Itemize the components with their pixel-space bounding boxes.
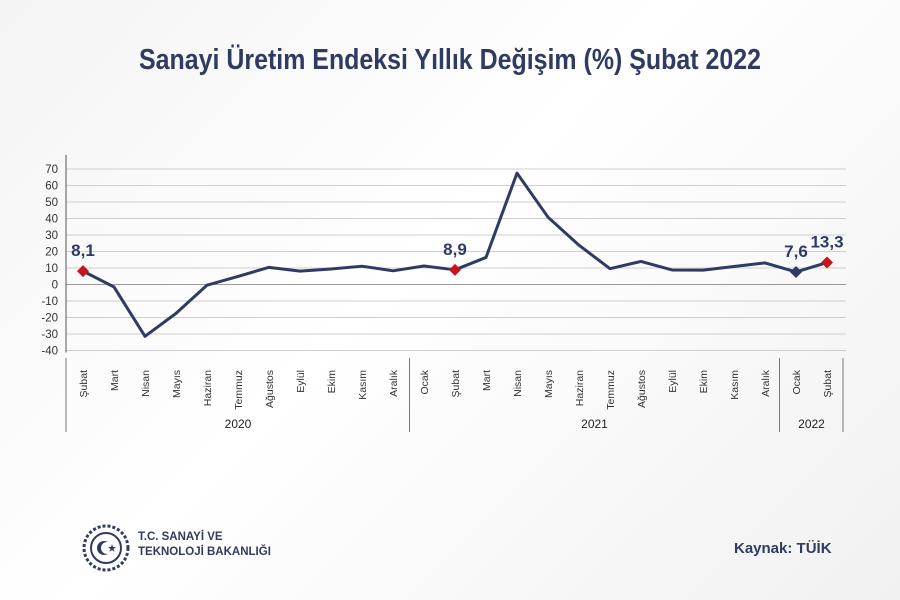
x-tick-label: Mayıs — [543, 370, 555, 398]
y-tick-label: -10 — [41, 296, 58, 308]
year-label: 2022 — [798, 417, 825, 431]
x-tick-label: Mart — [481, 370, 493, 391]
y-tick-label: 30 — [45, 230, 58, 242]
x-tick-label: Ağustos — [264, 370, 276, 408]
year-label: 2021 — [581, 417, 608, 431]
x-tick-label: Mart — [109, 370, 121, 391]
x-tick-label: Haziran — [574, 370, 586, 406]
y-tick-label: -20 — [41, 313, 58, 325]
organization-line-1: T.C. SANAYİ VE — [138, 531, 223, 543]
highlight-marker — [821, 256, 833, 269]
x-tick-label: Kasım — [729, 370, 741, 400]
chart-title: Sanayi Üretim Endeksi Yıllık Değişim (%)… — [139, 44, 761, 76]
highlight-marker — [77, 265, 89, 278]
year-label: 2020 — [225, 417, 252, 431]
data-label: 8,9 — [443, 240, 467, 259]
x-tick-label: Aralık — [388, 369, 400, 397]
x-tick-label: Haziran — [202, 370, 214, 406]
y-tick-label: -30 — [41, 329, 58, 341]
x-tick-label: Temmuz — [233, 370, 245, 410]
x-tick-label: Aralık — [760, 369, 772, 397]
x-tick-label: Ekim — [326, 370, 338, 394]
data-label: 8,1 — [71, 241, 95, 260]
y-tick-label: 10 — [45, 263, 58, 275]
x-tick-label: Şubat — [822, 370, 834, 398]
x-tick-label: Şubat — [450, 370, 462, 398]
x-tick-label: Ocak — [419, 369, 431, 394]
y-tick-label: 40 — [45, 214, 58, 226]
organization-name: T.C. SANAYİ VE TEKNOLOJİ BAKANLIĞI — [138, 530, 271, 560]
y-tick-label: 60 — [45, 181, 58, 193]
x-tick-label: Nisan — [140, 370, 152, 397]
x-tick-label: Ekim — [698, 370, 710, 394]
data-label: 13,3 — [810, 233, 843, 252]
x-tick-label: Mayıs — [171, 370, 183, 398]
y-tick-label: 20 — [45, 247, 58, 259]
organization-line-2: TEKNOLOJİ BAKANLIĞI — [138, 546, 271, 558]
x-tick-label: Ağustos — [636, 370, 648, 408]
highlight-marker — [790, 265, 802, 278]
x-tick-label: Şubat — [78, 370, 90, 398]
y-tick-label: -40 — [41, 346, 58, 358]
highlight-marker — [449, 263, 461, 276]
y-tick-label: 70 — [45, 164, 58, 176]
x-tick-label: Eylül — [667, 370, 679, 393]
y-tick-label: 0 — [52, 280, 58, 292]
x-tick-label: Ocak — [791, 369, 803, 394]
x-tick-label: Kasım — [357, 370, 369, 400]
x-tick-label: Nisan — [512, 370, 524, 397]
ministry-logo-icon — [82, 524, 130, 572]
x-tick-label: Eylül — [295, 370, 307, 393]
data-label: 7,6 — [784, 242, 808, 261]
source-label: Kaynak: TÜİK — [734, 540, 832, 557]
x-tick-label: Temmuz — [605, 370, 617, 410]
y-tick-label: 50 — [45, 197, 58, 209]
